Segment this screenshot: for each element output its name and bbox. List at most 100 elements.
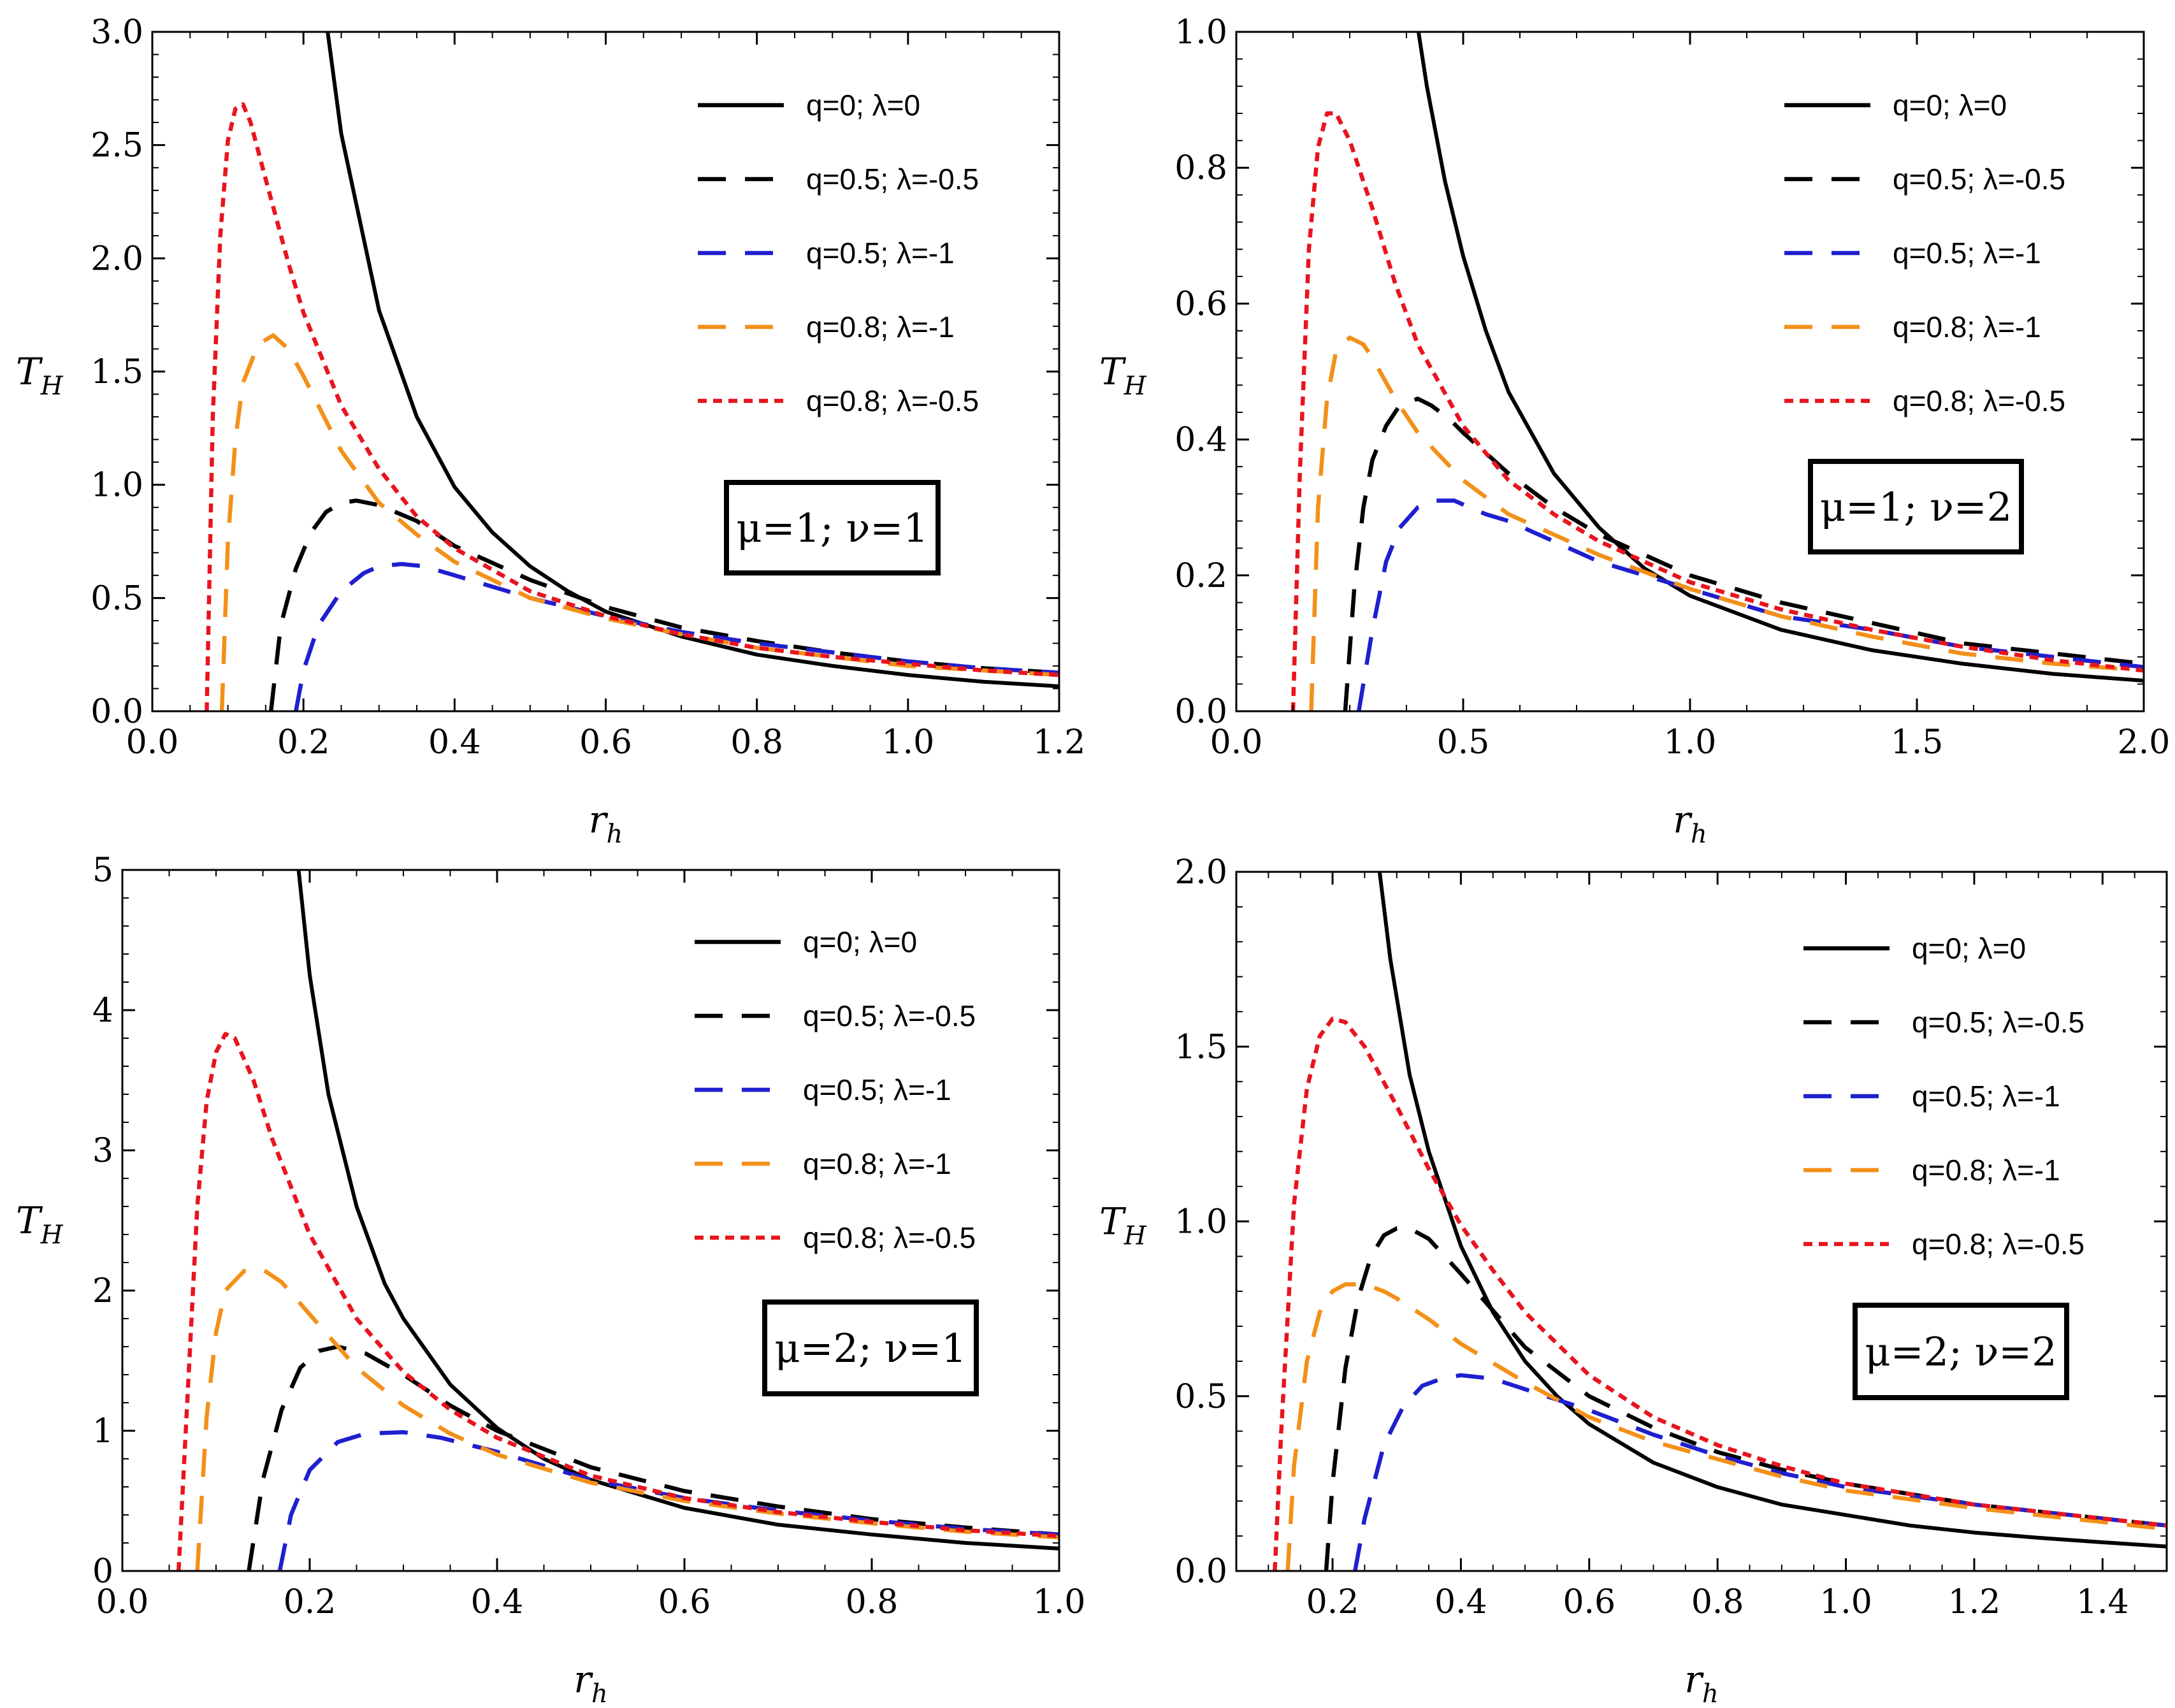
y-axis-label: TH	[16, 350, 64, 401]
series-group	[176, 870, 1059, 1571]
legend-entry-label: q=0.8; λ=-1	[803, 1147, 951, 1180]
legend-entry-label: q=0.8; λ=-0.5	[803, 1221, 976, 1254]
x-axis-label: rh	[574, 1658, 608, 1708]
y-tick-label: 1.5	[90, 353, 143, 391]
legend: q=0; λ=0 q=0.5; λ=-0.5 q=0.5; λ=-1 q=0.8; λ…	[695, 925, 976, 1254]
y-tick-label: 0.8	[1174, 149, 1227, 187]
series-line-2	[294, 561, 1059, 711]
legend-entry-label: q=0.8; λ=-1	[1912, 1154, 2060, 1187]
y-axis-label: TH	[16, 1199, 64, 1250]
series-line-1	[247, 1344, 1059, 1571]
parameter-label: μ=2; ν=2	[1865, 1329, 2056, 1375]
series-line-1	[1343, 396, 2144, 711]
series-line-3	[1309, 335, 2144, 711]
legend-entry-label: q=0.5; λ=-1	[1912, 1080, 2060, 1113]
x-tick-label: 2.0	[2118, 723, 2171, 762]
x-axis-label: rh	[1673, 798, 1707, 849]
y-tick-label: 0.6	[1174, 285, 1227, 323]
series-group	[1290, 32, 2144, 711]
y-tick-label: 0.0	[1174, 1552, 1227, 1591]
legend-entry-label: q=0; λ=0	[806, 89, 920, 122]
y-tick-label: 0.0	[90, 693, 143, 731]
y-tick-label: 1.0	[1174, 13, 1227, 52]
panel-mu1-nu1: 0.0 0.2 0.4 0.6 0.8 1.0 1.2 0.0 0.5 1.0 1.5 2.0 2.5 3…	[16, 13, 1086, 849]
y-tick-label: 1	[92, 1412, 113, 1451]
legend-entry-label: q=0.5; λ=-0.5	[1893, 163, 2065, 196]
legend-entry-label: q=0.8; λ=-0.5	[1912, 1227, 2085, 1261]
x-tick-label: 1.4	[2076, 1583, 2129, 1621]
x-tick-label: 0.2	[284, 1583, 336, 1621]
x-tick-label: 0.2	[277, 723, 330, 762]
series-line-4	[176, 1032, 1059, 1571]
panel-mu2-nu1: 0.0 0.2 0.4 0.6 0.8 1.0 0 1 2 3 4 5 rh TH q=0; λ=0 q=0.…	[16, 851, 1085, 1708]
series-line-1	[268, 498, 1059, 711]
legend: q=0; λ=0 q=0.5; λ=-0.5 q=0.5; λ=-1 q=0.8; λ…	[698, 89, 979, 417]
y-tick-label: 0.5	[1174, 1378, 1227, 1416]
series-line-4	[1290, 111, 2144, 711]
plot-frame	[1235, 871, 2168, 1572]
legend-entry-label: q=0; λ=0	[803, 925, 917, 959]
series-line-0	[296, 870, 1059, 1551]
x-tick-label: 0.6	[579, 723, 632, 762]
x-tick-label: 0.2	[1306, 1583, 1359, 1621]
y-tick-label: 1.0	[1174, 1203, 1227, 1241]
y-axis-label: TH	[1099, 350, 1147, 401]
x-tick-label: 0.8	[1691, 1583, 1744, 1621]
y-tick-label: 0.2	[1174, 557, 1227, 595]
series-group	[205, 32, 1059, 711]
series-group	[1273, 872, 2167, 1571]
series-line-0	[1377, 872, 2167, 1549]
x-tick-label: 1.2	[1948, 1583, 2001, 1621]
legend-entry-label: q=0.8; λ=-1	[806, 310, 955, 344]
series-line-2	[1356, 498, 2144, 711]
x-axis-label: rh	[1684, 1658, 1719, 1708]
x-tick-label: 0.0	[1210, 723, 1263, 762]
panel-mu1-nu2: 0.0 0.5 1.0 1.5 2.0 0.0 0.2 0.4 0.6 0.8 1.0 rh TH q=0…	[1099, 13, 2171, 849]
y-tick-label: 2.0	[90, 240, 143, 278]
x-tick-label: 1.0	[881, 723, 934, 762]
x-tick-label: 0.8	[846, 1583, 899, 1621]
x-tick-label: 1.5	[1891, 723, 1944, 762]
y-tick-label: 3	[92, 1132, 113, 1170]
y-tick-label: 0.0	[1174, 693, 1227, 731]
y-tick-label: 2.5	[90, 127, 143, 165]
y-tick-label: 1.0	[90, 467, 143, 505]
parameter-box	[1808, 459, 2024, 554]
parameter-label: μ=1; ν=1	[736, 505, 928, 551]
x-tick-label: 1.2	[1033, 723, 1086, 762]
plot-frame	[151, 31, 1060, 713]
legend-entry-label: q=0.8; λ=-0.5	[806, 384, 979, 417]
legend-entry-label: q=0; λ=0	[1912, 932, 2026, 965]
series-line-2	[1353, 1373, 2167, 1571]
x-tick-label: 0.8	[730, 723, 783, 762]
legend-entry-label: q=0.5; λ=-0.5	[803, 999, 976, 1032]
y-tick-label: 5	[92, 851, 113, 890]
legend-entry-label: q=0.8; λ=-1	[1893, 310, 2041, 344]
y-axis-label: TH	[1099, 1200, 1147, 1251]
series-line-3	[219, 333, 1059, 711]
legend-entry-label: q=0.5; λ=-1	[803, 1073, 951, 1106]
y-tick-label: 3.0	[90, 13, 143, 52]
legend: q=0; λ=0 q=0.5; λ=-0.5 q=0.5; λ=-1 q=0.8; λ…	[1803, 932, 2085, 1261]
x-tick-label: 0.6	[658, 1583, 711, 1621]
x-tick-label: 0.6	[1563, 1583, 1615, 1621]
plot-frame	[1235, 31, 2145, 713]
y-tick-label: 0.4	[1174, 421, 1227, 460]
legend-entry-label: q=0; λ=0	[1893, 89, 2007, 122]
x-tick-label: 0.4	[471, 1583, 524, 1621]
series-line-1	[1324, 1226, 2167, 1571]
parameter-box	[724, 480, 941, 575]
y-tick-label: 0	[92, 1552, 113, 1591]
legend-entry-label: q=0.8; λ=-0.5	[1893, 384, 2065, 417]
x-tick-label: 0.0	[96, 1583, 149, 1621]
x-tick-label: 0.5	[1437, 723, 1490, 762]
legend: q=0; λ=0 q=0.5; λ=-0.5 q=0.5; λ=-1 q=0.8; λ…	[1784, 89, 2065, 417]
y-tick-label: 4	[92, 992, 113, 1030]
x-tick-label: 0.0	[126, 723, 179, 762]
x-axis-label: rh	[589, 798, 623, 849]
x-tick-label: 0.4	[1434, 1583, 1487, 1621]
series-line-0	[326, 32, 1059, 688]
series-line-0	[1416, 32, 2144, 683]
x-tick-label: 0.4	[428, 723, 481, 762]
